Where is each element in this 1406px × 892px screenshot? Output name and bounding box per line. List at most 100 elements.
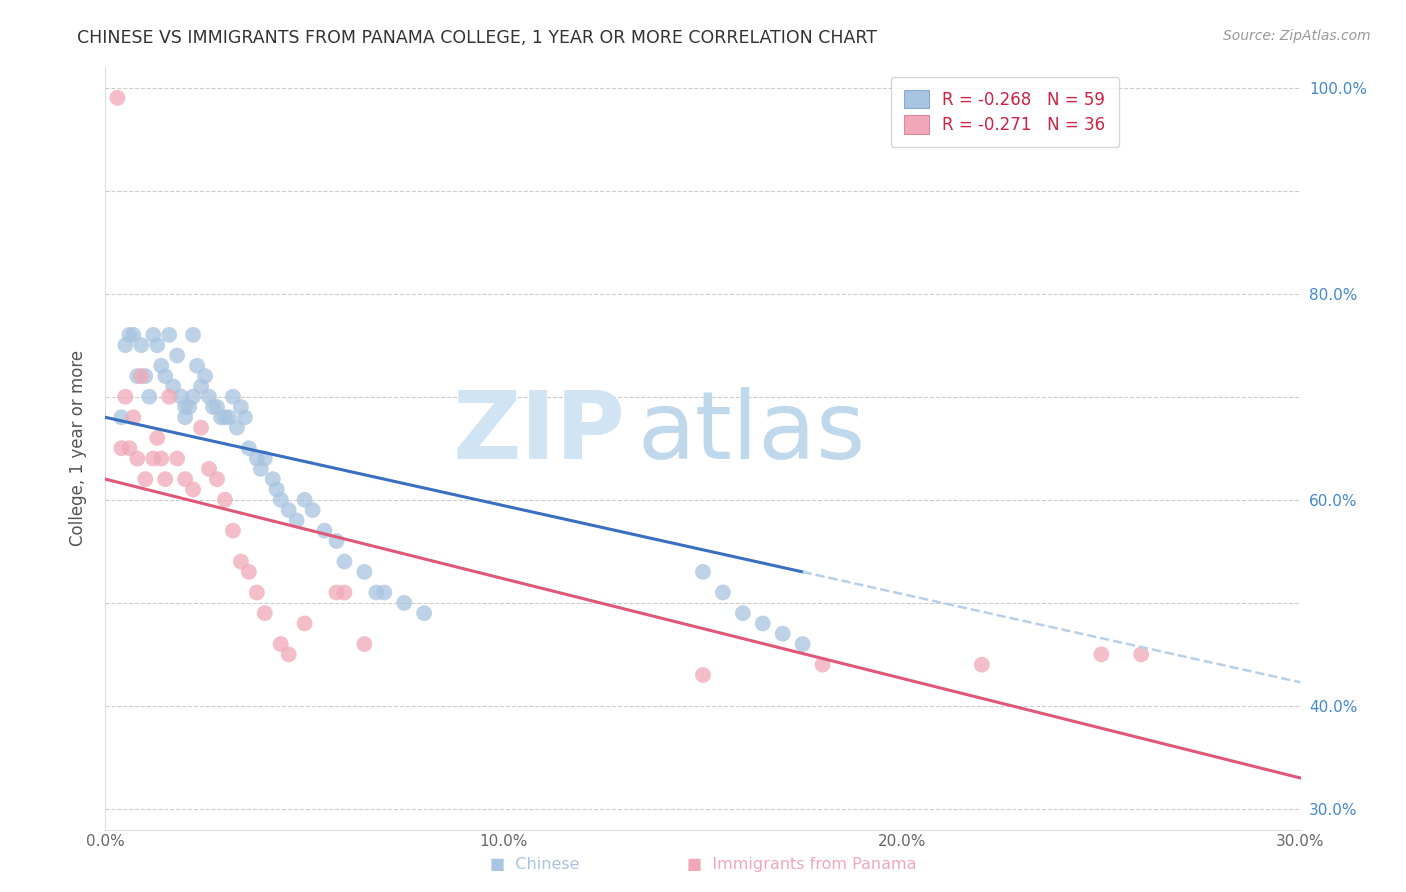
Point xyxy=(209,410,232,425)
Point xyxy=(122,327,145,342)
Point xyxy=(110,442,132,455)
Point xyxy=(181,483,204,497)
Point xyxy=(153,369,177,384)
Point xyxy=(262,472,284,486)
Point xyxy=(1090,648,1112,662)
Point xyxy=(250,462,273,476)
Point xyxy=(246,451,269,466)
Point xyxy=(194,369,217,384)
Point xyxy=(170,390,193,404)
Point xyxy=(129,338,153,352)
Point xyxy=(122,410,145,425)
Point xyxy=(205,400,228,414)
Point xyxy=(811,657,834,672)
Point xyxy=(294,492,316,507)
Point xyxy=(174,472,197,486)
Point xyxy=(353,637,375,651)
Point xyxy=(142,327,165,342)
Point xyxy=(190,379,212,393)
Point xyxy=(214,410,236,425)
Point xyxy=(229,555,252,569)
Point xyxy=(692,565,714,579)
Point xyxy=(751,616,773,631)
Point xyxy=(205,472,228,486)
Point xyxy=(181,327,204,342)
Point xyxy=(174,400,197,414)
Point xyxy=(238,565,260,579)
Text: ■  Chinese: ■ Chinese xyxy=(489,857,579,872)
Point xyxy=(157,390,180,404)
Point xyxy=(229,400,252,414)
Text: atlas: atlas xyxy=(637,387,866,479)
Point xyxy=(174,410,197,425)
Text: CHINESE VS IMMIGRANTS FROM PANAMA COLLEGE, 1 YEAR OR MORE CORRELATION CHART: CHINESE VS IMMIGRANTS FROM PANAMA COLLEG… xyxy=(77,29,877,47)
Point xyxy=(134,369,156,384)
Point xyxy=(253,451,276,466)
Point xyxy=(118,442,141,455)
Point xyxy=(792,637,814,651)
Point xyxy=(114,390,136,404)
Point xyxy=(294,616,316,631)
Point xyxy=(142,451,165,466)
Point xyxy=(150,451,173,466)
Point xyxy=(333,585,356,599)
Point xyxy=(353,565,375,579)
Text: ZIP: ZIP xyxy=(453,387,626,479)
Point xyxy=(325,585,347,599)
Point xyxy=(198,390,221,404)
Point xyxy=(166,349,188,363)
Point xyxy=(214,492,236,507)
Point xyxy=(202,400,225,414)
Text: ■  Immigrants from Panama: ■ Immigrants from Panama xyxy=(686,857,917,872)
Point xyxy=(970,657,993,672)
Point xyxy=(190,420,212,434)
Point xyxy=(266,483,288,497)
Point xyxy=(731,606,754,620)
Point xyxy=(253,606,276,620)
Point xyxy=(222,390,245,404)
Point xyxy=(134,472,156,486)
Point xyxy=(107,91,129,105)
Point xyxy=(114,338,136,352)
Point xyxy=(692,668,714,682)
Point xyxy=(277,503,299,517)
Y-axis label: College, 1 year or more: College, 1 year or more xyxy=(69,351,87,546)
Point xyxy=(325,533,347,548)
Point xyxy=(166,451,188,466)
Point xyxy=(146,431,169,445)
Point xyxy=(772,626,794,640)
Text: Source: ZipAtlas.com: Source: ZipAtlas.com xyxy=(1223,29,1371,44)
Point xyxy=(157,327,180,342)
Point xyxy=(186,359,208,373)
Point xyxy=(162,379,184,393)
Point xyxy=(1130,648,1153,662)
Point xyxy=(711,585,734,599)
Point xyxy=(233,410,256,425)
Point xyxy=(285,513,308,527)
Legend: R = -0.268   N = 59, R = -0.271   N = 36: R = -0.268 N = 59, R = -0.271 N = 36 xyxy=(891,77,1119,147)
Point xyxy=(392,596,416,610)
Point xyxy=(277,648,299,662)
Point xyxy=(150,359,173,373)
Point xyxy=(333,555,356,569)
Point xyxy=(146,338,169,352)
Point xyxy=(222,524,245,538)
Point xyxy=(181,390,204,404)
Point xyxy=(314,524,336,538)
Point xyxy=(246,585,269,599)
Point xyxy=(129,369,153,384)
Point xyxy=(373,585,395,599)
Point xyxy=(218,410,240,425)
Point xyxy=(110,410,132,425)
Point xyxy=(177,400,201,414)
Point xyxy=(198,462,221,476)
Point xyxy=(138,390,160,404)
Point xyxy=(366,585,388,599)
Point xyxy=(238,442,260,455)
Point xyxy=(153,472,177,486)
Point xyxy=(118,327,141,342)
Point xyxy=(270,492,292,507)
Point xyxy=(301,503,323,517)
Point xyxy=(270,637,292,651)
Point xyxy=(413,606,436,620)
